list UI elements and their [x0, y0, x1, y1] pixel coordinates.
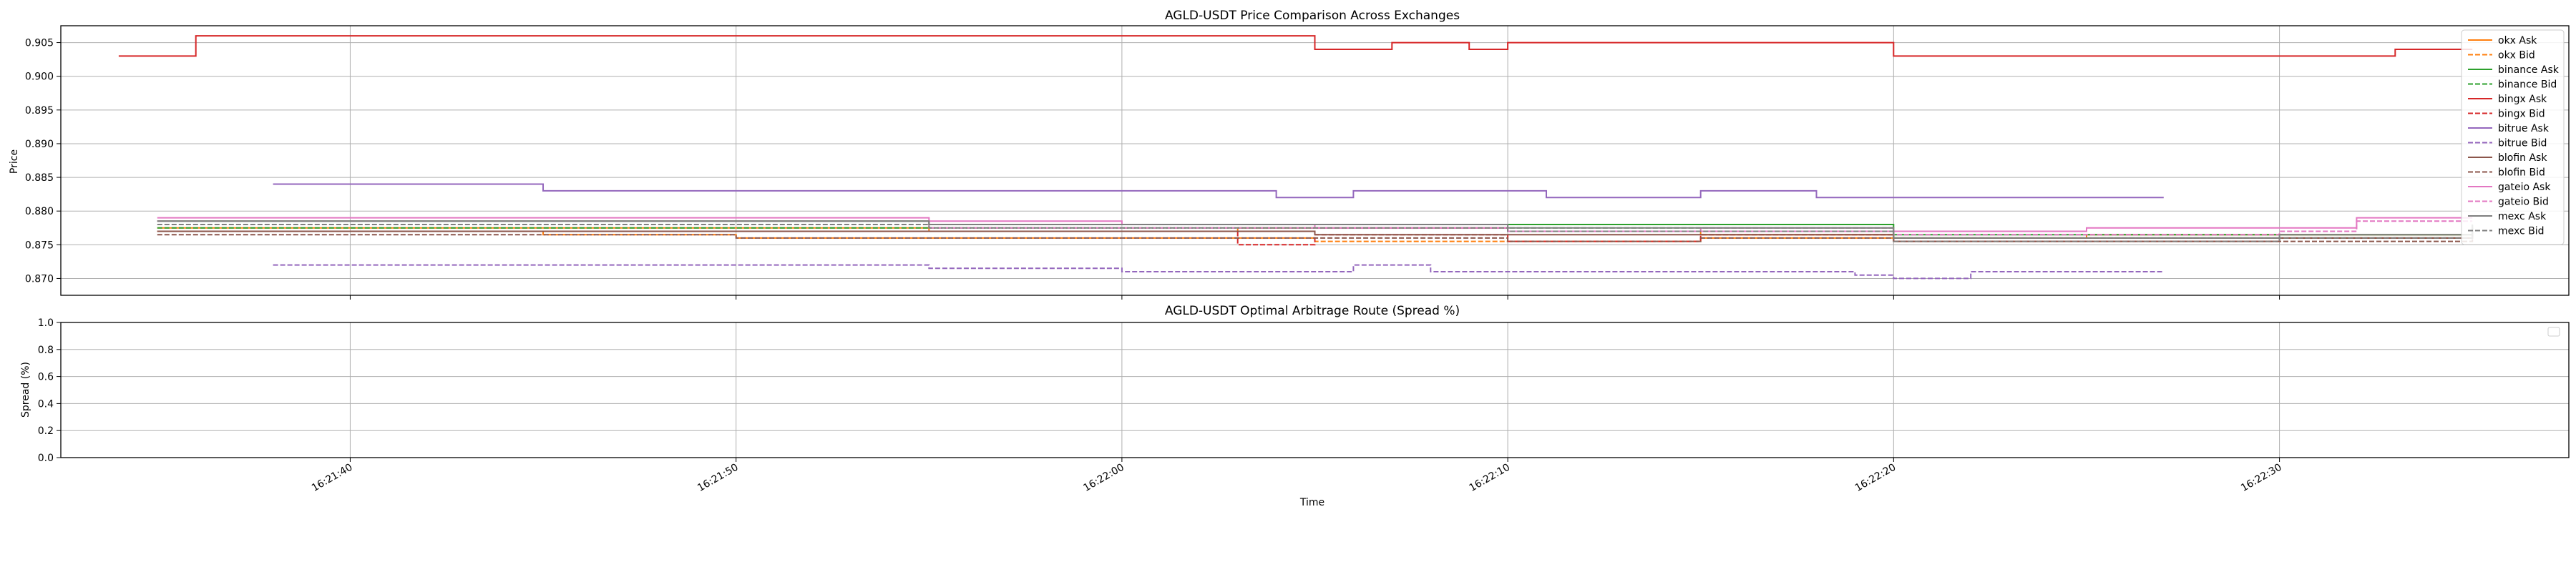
legend-label: gateio Ask [2498, 182, 2551, 193]
spread-chart-x-axis-label: Time [1299, 497, 1324, 508]
price-chart-y-ticks: 0.870 0.875 0.880 0.885 0.890 0.895 0.900 0.905 [25, 38, 61, 285]
price-y-tick-label: 0.905 [25, 38, 54, 49]
series-line-blofin-bid [157, 234, 2474, 242]
spread-chart-legend-empty [2547, 327, 2560, 337]
price-chart-y-axis-label: Price [9, 149, 20, 174]
series-line-mexc-bid [157, 224, 2474, 242]
legend-label: binance Ask [2498, 64, 2560, 76]
legend-label: gateio Bid [2498, 197, 2549, 208]
price-y-tick-label: 0.880 [25, 206, 54, 217]
spread-y-tick-label: 0.8 [38, 345, 54, 356]
legend-label: mexc Bid [2498, 226, 2545, 237]
spread-y-tick-label: 0.4 [38, 398, 54, 410]
series-line-bitrue-ask [273, 183, 2164, 199]
legend-label: blofin Bid [2498, 167, 2545, 179]
legend-label: mexc Ask [2498, 211, 2547, 222]
spread-y-tick-label: 0.6 [38, 372, 54, 383]
price-chart-title: AGLD-USDT Price Comparison Across Exchan… [1165, 9, 1460, 23]
price-y-tick-label: 0.890 [25, 139, 54, 150]
price-chart-grid [61, 26, 2569, 295]
price-chart: AGLD-USDT Price Comparison Across Exchan… [9, 9, 2570, 300]
price-y-tick-label: 0.900 [25, 72, 54, 83]
price-y-tick-label: 0.875 [25, 240, 54, 251]
series-line-bitrue-bid [273, 264, 2164, 280]
spread-y-tick-label: 1.0 [38, 317, 54, 329]
legend-label: bingx Bid [2498, 109, 2545, 120]
price-chart-x-ticks [349, 295, 2280, 300]
legend-label: okx Bid [2498, 50, 2535, 61]
price-y-tick-label: 0.895 [25, 105, 54, 117]
price-chart-series [118, 35, 2474, 280]
price-y-tick-label: 0.885 [25, 172, 54, 184]
series-line-bingx-ask [118, 35, 2473, 57]
spread-chart-title: AGLD-USDT Optimal Arbitrage Route (Sprea… [1165, 304, 1460, 318]
legend-label: binance Bid [2498, 79, 2557, 91]
series-line-mexc-ask [157, 220, 2474, 239]
legend-label: bitrue Bid [2498, 138, 2547, 149]
spread-chart-y-axis-label: Spread (%) [20, 362, 31, 418]
legend-label: blofin Ask [2498, 152, 2547, 164]
spread-chart-frame [60, 322, 2570, 458]
price-chart-legend: okx Ask okx Bid binance Ask binance Bid bing… [2461, 29, 2565, 245]
price-y-tick-label: 0.870 [25, 273, 54, 285]
legend-items: okx Ask okx Bid binance Ask binance Bid bing… [2468, 35, 2560, 237]
legend-label: bingx Ask [2498, 94, 2547, 105]
price-chart-frame [60, 25, 2570, 296]
spread-y-tick-label: 0.2 [38, 425, 54, 437]
legend-label: bitrue Ask [2498, 123, 2550, 134]
legend-label: okx Ask [2498, 35, 2537, 46]
spread-chart-y-ticks: 0.0 0.2 0.4 0.6 0.8 1.0 [38, 317, 61, 464]
series-line-blofin-ask [157, 227, 2474, 239]
spread-y-tick-label: 0.0 [38, 453, 54, 464]
